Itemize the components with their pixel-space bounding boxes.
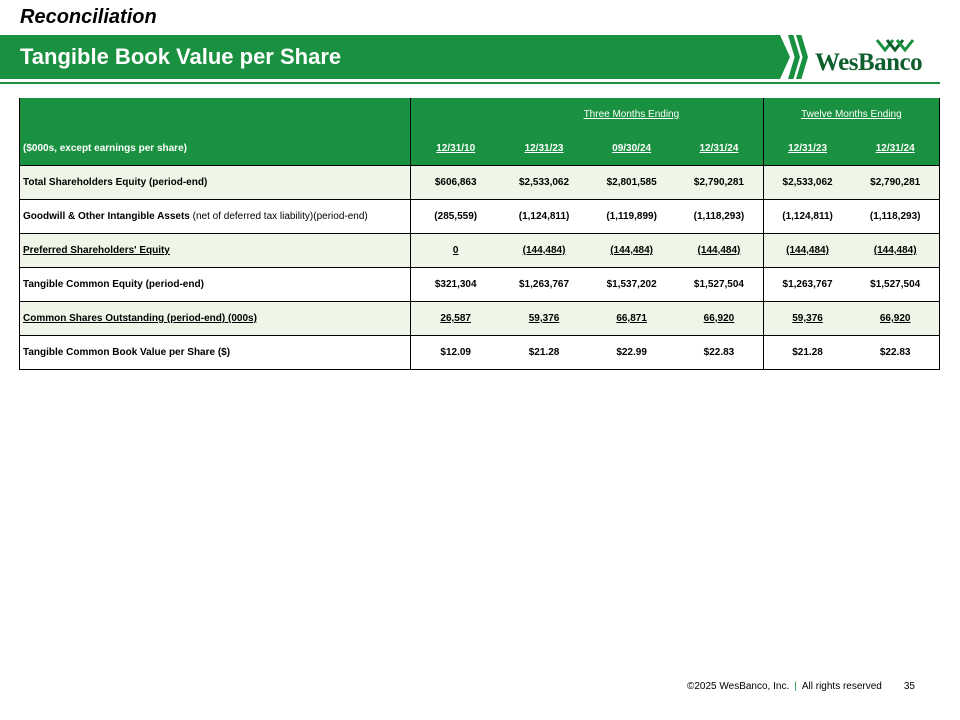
column-header: 09/30/24 [588, 131, 676, 166]
column-header: 12/31/23 [500, 131, 589, 166]
table-cell: $22.83 [675, 335, 764, 370]
page-title: Tangible Book Value per Share [20, 44, 342, 69]
table-row: Total Shareholders Equity (period-end) $… [18, 165, 941, 200]
footer-separator: | [794, 681, 797, 692]
group-label-twelve-months: Twelve Months Ending [763, 98, 941, 131]
row-label: Tangible Common Book Value per Share ($) [18, 335, 412, 370]
table-row: Tangible Common Equity (period-end) $321… [18, 267, 941, 302]
row-label: Tangible Common Equity (period-end) [18, 267, 412, 302]
page-number: 35 [903, 681, 915, 692]
table-cell: $1,263,767 [500, 267, 589, 302]
table-cell: $1,263,767 [763, 267, 852, 302]
table-cell: (144,484) [675, 233, 764, 268]
logo-chevron-icon [875, 39, 915, 53]
table-cell: 59,376 [763, 301, 852, 336]
table-cell: (1,124,811) [500, 199, 589, 234]
row-label: Preferred Shareholders' Equity [18, 233, 412, 268]
column-header: 12/31/10 [410, 131, 500, 166]
table-row: Tangible Common Book Value per Share ($)… [18, 335, 941, 370]
subtitle: Reconciliation [20, 6, 157, 28]
header-rule [0, 82, 940, 84]
table-cell: $12.09 [410, 335, 500, 370]
table-cell: $22.83 [851, 335, 941, 370]
table-cell: (144,484) [588, 233, 676, 268]
table-cell: (285,559) [410, 199, 500, 234]
table-cell: 66,920 [851, 301, 941, 336]
table-cell: (144,484) [763, 233, 852, 268]
row-label-text: Goodwill & Other Intangible Assets [23, 211, 190, 222]
table-cell: (1,124,811) [763, 199, 852, 234]
column-header: 12/31/24 [851, 131, 941, 166]
header-blank-cell [18, 98, 412, 131]
row-label: Goodwill & Other Intangible Assets (net … [18, 199, 412, 234]
table-cell: (144,484) [851, 233, 941, 268]
table-cell: (1,118,293) [675, 199, 764, 234]
table-cell: (1,118,293) [851, 199, 941, 234]
footer: ©2025 WesBanco, Inc. | All rights reserved… [687, 681, 915, 692]
table-cell: $2,801,585 [588, 165, 676, 200]
row-label: Total Shareholders Equity (period-end) [18, 165, 412, 200]
table-cell: $606,863 [410, 165, 500, 200]
row-label-note: (net of deferred tax liability)(period-e… [192, 211, 368, 222]
table-cell: 66,871 [588, 301, 676, 336]
header-column-row: ($000s, except earnings per share) 12/31… [18, 131, 941, 166]
rights-text: All rights reserved [801, 681, 882, 692]
copyright-text: ©2025 WesBanco, Inc. [686, 681, 790, 692]
reconciliation-table: Three Months Ending Twelve Months Ending… [18, 98, 941, 370]
table-cell: (1,119,899) [588, 199, 676, 234]
table-cell: (144,484) [500, 233, 589, 268]
table-cell: $1,527,504 [851, 267, 941, 302]
table-cell: $2,533,062 [763, 165, 852, 200]
table-row: Common Shares Outstanding (period-end) (… [18, 301, 941, 336]
header-group-row: Three Months Ending Twelve Months Ending [18, 98, 941, 131]
table-cell: $21.28 [500, 335, 589, 370]
header-blank-cell [410, 98, 500, 131]
row-label: Common Shares Outstanding (period-end) (… [18, 301, 412, 336]
table-row: Goodwill & Other Intangible Assets (net … [18, 199, 941, 234]
title-banner: Tangible Book Value per Share [0, 35, 790, 79]
table-cell: 59,376 [500, 301, 589, 336]
table-cell: $21.28 [763, 335, 852, 370]
table-cell: $321,304 [410, 267, 500, 302]
logo-text: WesBanco [815, 49, 923, 76]
table-cell: $2,790,281 [851, 165, 941, 200]
column-header: 12/31/23 [763, 131, 852, 166]
table-row: Preferred Shareholders' Equity 0 (144,48… [18, 233, 941, 268]
group-label-three-months: Three Months Ending [500, 98, 764, 131]
table-cell: $1,527,504 [675, 267, 764, 302]
unit-label: ($000s, except earnings per share) [18, 131, 412, 166]
wesbanco-logo: WesBanco [815, 38, 930, 78]
table-cell: $1,537,202 [588, 267, 676, 302]
table-cell: 0 [410, 233, 500, 268]
table-cell: 66,920 [675, 301, 764, 336]
table-cell: $22.99 [588, 335, 676, 370]
table-cell: $2,533,062 [500, 165, 589, 200]
table-cell: $2,790,281 [675, 165, 764, 200]
column-header: 12/31/24 [675, 131, 764, 166]
table-cell: 26,587 [410, 301, 500, 336]
